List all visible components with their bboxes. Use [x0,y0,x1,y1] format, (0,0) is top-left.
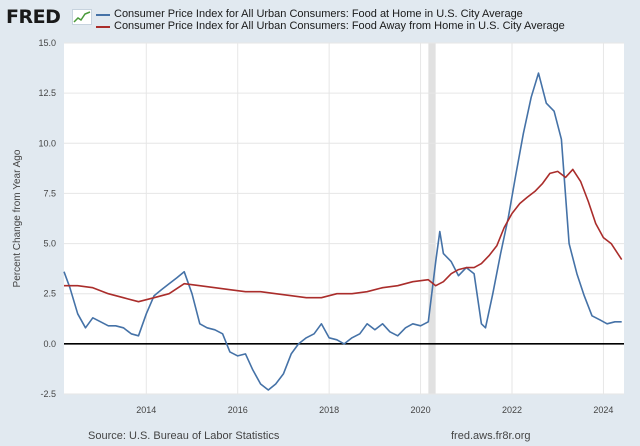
y-tick-label: 10.0 [38,138,56,148]
y-tick-label: 7.5 [43,188,56,198]
x-tick-label: 2018 [319,405,339,415]
y-axis-title: Percent Change from Year Ago [12,149,23,287]
series-line-food-away-from-home[interactable] [64,168,623,303]
y-tick-label: 12.5 [38,88,56,98]
chart-header: FRED Consumer Price Index for All Urban … [0,0,640,40]
y-tick-label: 15.0 [38,38,56,48]
legend-label-food-at-home: Consumer Price Index for All Urban Consu… [114,8,523,20]
x-tick-label: 2020 [411,405,431,415]
legend-label-food-away-from-home: Consumer Price Index for All Urban Consu… [114,20,565,32]
footer-url[interactable]: fred.aws.fr8r.org [451,430,531,442]
x-axis: 2014 2016 2018 2020 2022 2024 [136,405,613,415]
graph-icon [72,9,92,25]
fred-logo[interactable]: FRED [6,6,61,28]
plot-area [64,43,624,394]
legend-swatch-food-away-from-home [96,26,110,28]
y-tick-label: 5.0 [43,239,56,249]
y-axis: -2.5 0.0 2.5 5.0 7.5 10.0 12.5 15.0 [38,38,56,399]
x-gridlines [145,43,604,394]
x-tick-label: 2016 [228,405,248,415]
series-line-food-at-home[interactable] [63,72,622,391]
legend-swatch-food-at-home [96,14,110,16]
footer-source: Source: U.S. Bureau of Labor Statistics [88,430,280,442]
series-layer [63,72,623,391]
recession-band [428,43,436,394]
x-tick-label: 2022 [502,405,522,415]
y-tick-label: 0.0 [43,339,56,349]
x-tick-label: 2024 [593,405,613,415]
y-tick-label: 2.5 [43,289,56,299]
x-tick-label: 2014 [136,405,156,415]
y-tick-label: -2.5 [40,389,56,399]
